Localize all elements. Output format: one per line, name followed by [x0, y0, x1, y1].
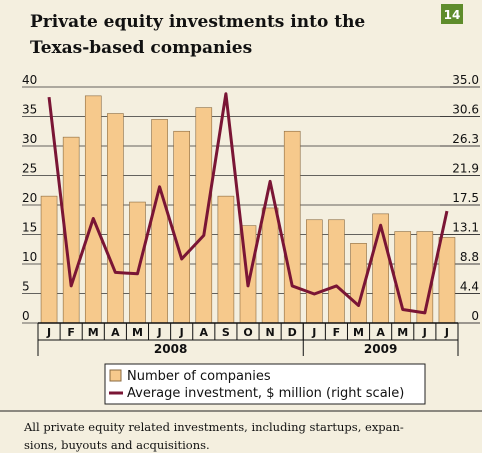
group-label: 2008 — [154, 342, 187, 356]
x-tick-label: A — [376, 326, 385, 339]
chart-title: Texas-based companies — [30, 38, 252, 58]
y-tick-label: 25 — [22, 162, 37, 176]
y-tick-label: 5 — [22, 280, 30, 294]
y2-tick-label: 0 — [471, 309, 479, 323]
x-tick-label: S — [222, 326, 230, 339]
y-tick-label: 0 — [22, 309, 30, 323]
legend — [104, 363, 426, 405]
y2-tick-label: 4.4 — [460, 280, 479, 294]
x-tick-label: O — [243, 326, 252, 339]
footnote: All private equity related investments, … — [23, 420, 404, 434]
bar — [151, 119, 168, 324]
badge — [441, 4, 463, 24]
bar — [195, 107, 213, 324]
x-tick-label: J — [157, 326, 162, 339]
y-tick-label: 10 — [22, 250, 37, 264]
x-tick-label: N — [265, 326, 274, 339]
x-tick-label: J — [179, 326, 184, 339]
bar — [438, 237, 456, 324]
bar — [261, 207, 279, 324]
y-tick-label: 30 — [22, 132, 37, 146]
y2-tick-label: 30.6 — [452, 103, 479, 117]
legend-label: Average investment, $ million (right sca… — [127, 386, 404, 401]
x-tick-label: A — [200, 326, 209, 339]
x-tick-label: M — [88, 326, 99, 339]
bar — [129, 201, 146, 324]
y-tick-label: 35 — [22, 103, 37, 117]
bar — [173, 130, 190, 324]
bar — [107, 113, 124, 324]
badge-text: 14 — [444, 8, 461, 22]
x-tick-label: J — [311, 326, 316, 339]
x-tick-label: F — [67, 326, 75, 339]
y2-tick-label: 17.5 — [452, 191, 479, 205]
y-tick-label: 20 — [22, 191, 37, 205]
x-tick-label: J — [444, 326, 449, 339]
bar — [84, 95, 102, 324]
legend-label: Number of companies — [127, 369, 271, 384]
y-tick-label: 15 — [22, 221, 37, 235]
y2-tick-label: 26.3 — [452, 132, 479, 146]
x-tick-label: M — [397, 326, 408, 339]
y2-tick-label: 13.1 — [452, 221, 479, 235]
footnote: sions, buyouts and acquisitions. — [24, 438, 210, 452]
x-tick-label: A — [111, 326, 120, 339]
bar — [306, 219, 323, 324]
bar — [328, 219, 345, 324]
x-tick-label: F — [333, 326, 341, 339]
x-tick-label: M — [132, 326, 143, 339]
legend-swatch — [109, 369, 122, 382]
y2-tick-label: 8.8 — [460, 250, 479, 264]
bar — [217, 195, 235, 324]
bar — [40, 195, 58, 324]
x-tick-label: J — [46, 326, 51, 339]
bar — [283, 130, 301, 324]
y2-tick-label: 35.0 — [452, 73, 479, 87]
y2-tick-label: 21.9 — [452, 162, 479, 176]
group-label: 2009 — [364, 342, 397, 356]
x-tick-label: J — [422, 326, 427, 339]
x-tick-label: D — [288, 326, 297, 339]
y-tick-label: 40 — [22, 73, 37, 87]
line — [47, 92, 449, 315]
chart-title: Private equity investments into the — [30, 12, 365, 32]
x-tick-label: M — [353, 326, 364, 339]
